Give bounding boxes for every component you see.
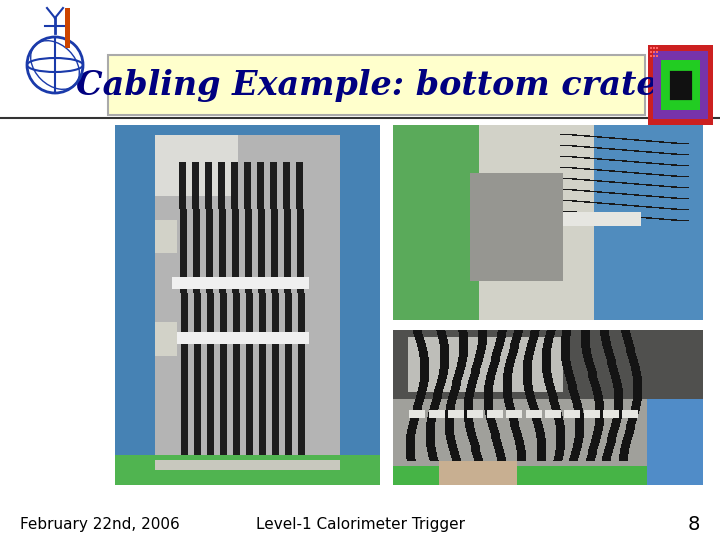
- Bar: [656, 51, 658, 53]
- Bar: [656, 47, 658, 49]
- Text: 8: 8: [688, 516, 700, 535]
- Bar: [656, 55, 658, 57]
- Text: February 22nd, 2006: February 22nd, 2006: [20, 517, 180, 532]
- Bar: [653, 47, 655, 49]
- Bar: [653, 51, 708, 119]
- Bar: [661, 60, 700, 110]
- Bar: [65, 8, 70, 48]
- Bar: [653, 51, 655, 53]
- Text: Level-1 Calorimeter Trigger: Level-1 Calorimeter Trigger: [256, 517, 464, 532]
- Bar: [650, 51, 652, 53]
- Bar: [650, 55, 652, 57]
- Bar: [648, 45, 713, 125]
- Bar: [108, 55, 645, 115]
- Bar: [653, 55, 655, 57]
- Bar: [668, 69, 693, 101]
- Text: Cabling Example: bottom crates: Cabling Example: bottom crates: [76, 69, 677, 102]
- Bar: [650, 47, 652, 49]
